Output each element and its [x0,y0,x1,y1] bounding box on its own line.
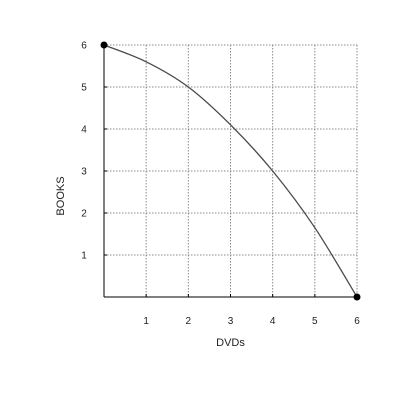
y-axis-title: BOOKS [55,176,67,215]
y-tick-label-2: 2 [81,209,87,220]
x-tick-label-4: 4 [270,316,276,327]
x-tick-label-6: 6 [354,316,360,327]
x-tick-label-1: 1 [143,316,149,327]
endpoint-marker-1 [353,293,361,301]
y-tick-label-4: 4 [81,125,87,136]
ticks: 1 2 3 4 5 6 1 2 3 4 5 6 [81,41,360,328]
x-axis-title: DVDs [216,337,245,349]
x-tick-label-5: 5 [312,316,318,327]
series [100,41,361,301]
x-tick-label-2: 2 [186,316,192,327]
y-tick-label-5: 5 [81,83,87,94]
series-line-0 [103,44,358,298]
grid [104,44,358,297]
y-tick-label-3: 3 [81,167,87,178]
y-tick-label-6: 6 [81,41,87,52]
endpoint-marker-0 [100,41,108,49]
y-tick-label-1: 1 [81,251,87,262]
x-tick-label-3: 3 [228,316,234,327]
